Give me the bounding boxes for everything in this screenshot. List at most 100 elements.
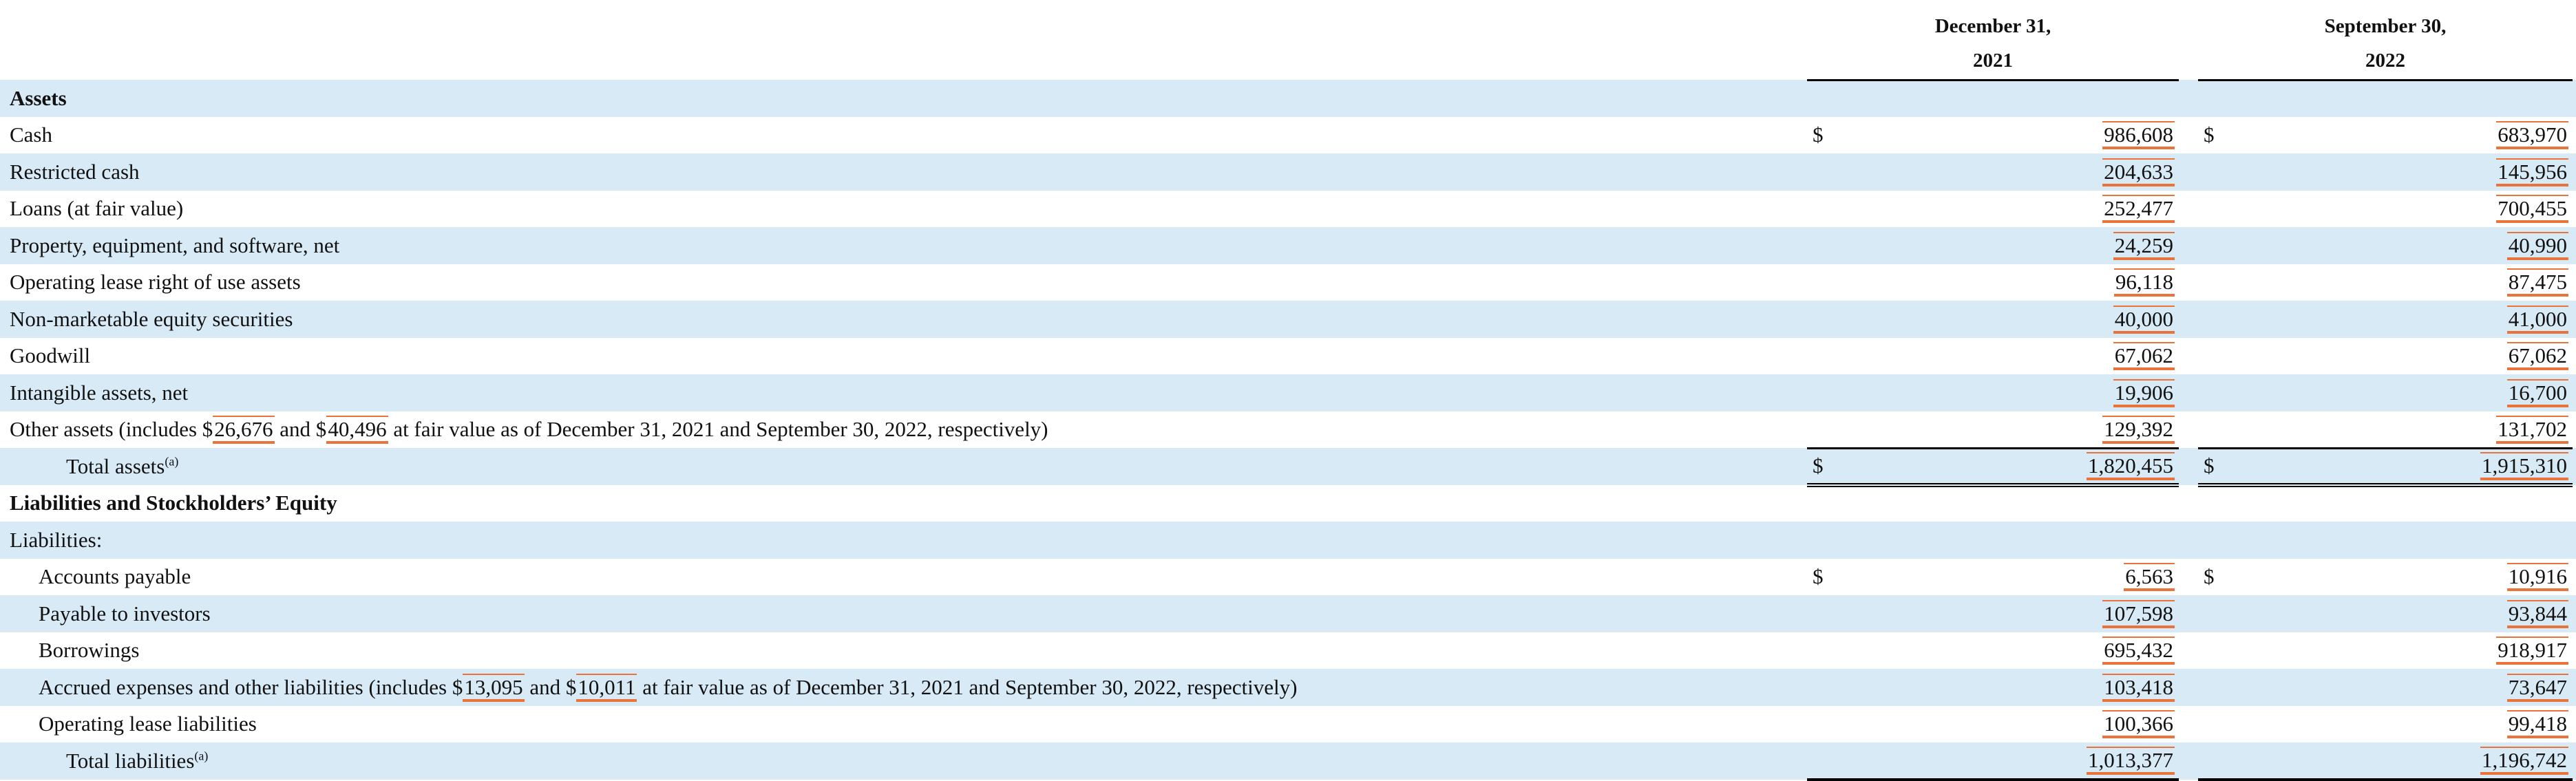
currency-symbol-cell <box>2198 485 2230 522</box>
currency-symbol: $ <box>2204 122 2215 147</box>
row-pad <box>2573 522 2576 559</box>
amount: 6,563 <box>2124 563 2175 592</box>
amount-cell: 1,013,377 <box>1839 742 2179 781</box>
amount-cell: 252,477 <box>1839 191 2179 228</box>
currency-symbol-cell <box>2198 522 2230 559</box>
currency-symbol-cell: $ <box>2198 559 2230 596</box>
column-gap <box>2179 301 2198 338</box>
amount-cell: 40,990 <box>2230 227 2573 264</box>
row-label: Total assets(a) <box>0 448 1807 485</box>
table-row: Restricted cash 204,633 145,956 <box>0 153 2576 191</box>
currency-symbol-cell <box>1807 632 1839 670</box>
amount-cell: 1,196,742 <box>2230 742 2573 781</box>
tagged-amount: 13,095 <box>463 673 525 702</box>
amount-cell: 129,392 <box>1839 411 2179 449</box>
currency-symbol-cell <box>2198 153 2230 191</box>
amount: 24,259 <box>2113 231 2175 260</box>
column-gap <box>2179 669 2198 706</box>
row-label: Restricted cash <box>0 153 1807 191</box>
tagged-amount: 40,496 <box>326 416 388 445</box>
column-gap <box>2179 411 2198 449</box>
row-pad <box>2573 264 2576 301</box>
amount-cell <box>2230 522 2573 559</box>
currency-symbol-cell <box>2198 632 2230 670</box>
row-pad <box>2573 301 2576 338</box>
currency-symbol-cell <box>1807 338 1839 375</box>
currency-symbol: $ <box>2204 453 2215 478</box>
currency-symbol-cell <box>2198 191 2230 228</box>
table-row: Loans (at fair value) 252,477 700,455 <box>0 191 2576 228</box>
column-header-line2: 2022 <box>2365 49 2405 72</box>
table-row: Property, equipment, and software, net 24… <box>0 227 2576 264</box>
label-text: Operating lease liabilities <box>39 712 257 736</box>
row-label: Liabilities: <box>0 522 1807 559</box>
amount-cell: 67,062 <box>1839 338 2179 375</box>
currency-symbol-cell <box>2198 595 2230 632</box>
amount: 700,455 <box>2496 195 2569 224</box>
column-gap <box>2179 80 2198 117</box>
label-text: Accounts payable <box>39 564 191 589</box>
currency-symbol-cell <box>1807 669 1839 706</box>
row-label: Operating lease liabilities <box>0 706 1807 743</box>
amount: 986,608 <box>2102 121 2175 150</box>
amount-cell: 96,118 <box>1839 264 2179 301</box>
label-text: Other assets (includes $ <box>10 417 213 442</box>
amount: 1,820,455 <box>2087 452 2175 480</box>
row-label: Accrued expenses and other liabilities (… <box>0 669 1807 706</box>
row-label: Assets <box>0 80 1807 117</box>
amount-cell: 16,700 <box>2230 374 2573 411</box>
header-pad <box>2573 0 2576 80</box>
row-label: Other assets (includes $26,676 and $40,4… <box>0 411 1807 449</box>
column-gap <box>2179 374 2198 411</box>
column-gap <box>2179 706 2198 743</box>
column-gap <box>2179 338 2198 375</box>
amount-cell: 131,702 <box>2230 411 2573 449</box>
amount: 10,916 <box>2506 563 2569 592</box>
amount: 145,956 <box>2496 158 2569 186</box>
amount-cell: 918,917 <box>2230 632 2573 670</box>
amount-cell: 40,000 <box>1839 301 2179 338</box>
row-pad <box>2573 227 2576 264</box>
amount: 87,475 <box>2506 268 2569 297</box>
amount: 252,477 <box>2102 195 2175 224</box>
amount-cell: 19,906 <box>1839 374 2179 411</box>
amount: 19,906 <box>2113 378 2175 407</box>
row-pad <box>2573 632 2576 670</box>
currency-symbol-cell <box>2198 338 2230 375</box>
amount: 1,196,742 <box>2480 746 2569 775</box>
currency-symbol-cell: $ <box>2198 117 2230 154</box>
header-row: December 31, 2021 September 30, 2022 <box>0 0 2576 81</box>
currency-symbol-cell <box>1807 264 1839 301</box>
column-gap <box>2179 264 2198 301</box>
label-text: Intangible assets, net <box>10 380 189 405</box>
table-row: Assets <box>0 80 2576 117</box>
row-label: Accounts payable <box>0 559 1807 596</box>
amount-cell: 24,259 <box>1839 227 2179 264</box>
column-gap <box>2179 559 2198 596</box>
column-header-line2: 2021 <box>1973 49 2013 72</box>
table-row: Accounts payable $6,563 $10,916 <box>0 559 2576 596</box>
table-row: Operating lease liabilities 100,366 99,418 <box>0 706 2576 743</box>
currency-symbol-cell: $ <box>1807 117 1839 154</box>
label-text: Property, equipment, and software, net <box>10 233 340 257</box>
row-label: Intangible assets, net <box>0 374 1807 411</box>
row-pad <box>2573 706 2576 743</box>
column-gap <box>2179 227 2198 264</box>
column-header: September 30, 2022 <box>2198 0 2573 81</box>
column-gap <box>2179 522 2198 559</box>
label-text: Liabilities: <box>10 527 103 552</box>
currency-symbol-cell <box>1807 522 1839 559</box>
amount: 67,062 <box>2113 342 2175 371</box>
label-text: Non-marketable equity securities <box>10 306 293 331</box>
row-pad <box>2573 80 2576 117</box>
currency-symbol-cell <box>2198 264 2230 301</box>
label-text: and $ <box>274 417 327 442</box>
amount-cell: 700,455 <box>2230 191 2573 228</box>
amount-cell: 145,956 <box>2230 153 2573 191</box>
amount-cell: 107,598 <box>1839 595 2179 632</box>
currency-symbol-cell <box>2198 301 2230 338</box>
tagged-amount: 26,676 <box>213 416 275 445</box>
row-label: Cash <box>0 117 1807 154</box>
currency-symbol-cell: $ <box>2198 447 2230 487</box>
